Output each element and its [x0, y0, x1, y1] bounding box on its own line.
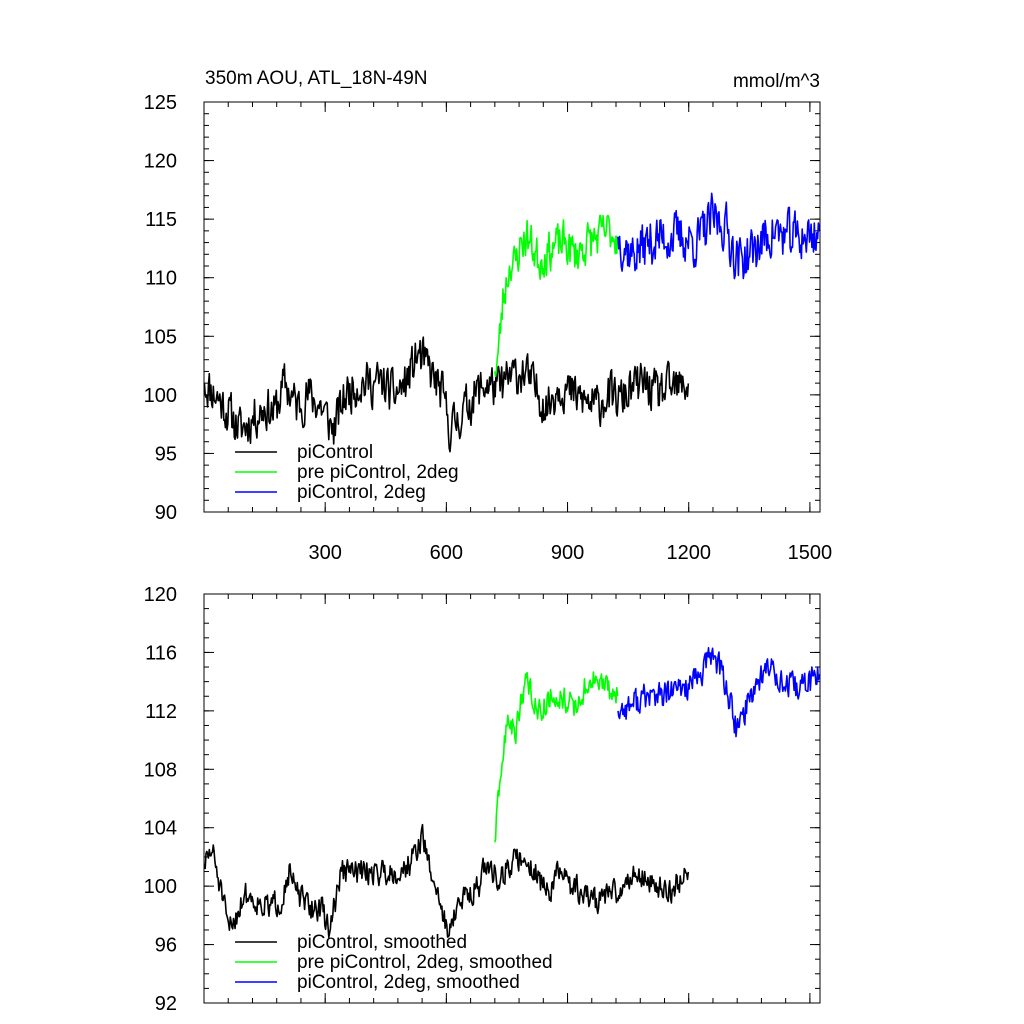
top-chart-y-tick-label: 125 [144, 92, 177, 114]
bottom-chart-y-tick-label: 120 [144, 584, 177, 606]
bottom-chart-y-tick-label: 112 [145, 701, 177, 723]
top-chart-x-tick-label: 300 [308, 542, 341, 564]
bottom-chart-series-line-picontrol-smoothed [204, 825, 688, 938]
top-chart-legend-label: piControl, 2deg [297, 482, 426, 503]
top-chart-panel: 350m AOU, ATL_18N-49N mmol/m^3 90 95 100 10… [144, 68, 833, 564]
bottom-chart-y-tick-label: 92 [155, 993, 177, 1015]
bottom-chart-y-tick-label: 108 [144, 759, 177, 781]
bottom-chart-y-tick-label: 96 [155, 935, 177, 957]
bottom-chart-ticks: 92 96 100 104 108 112 116 120 [144, 584, 820, 1015]
bottom-chart-y-tick-label: 104 [144, 818, 177, 840]
bottom-chart-panel: 92 96 100 104 108 112 116 120 piControl, smooth… [144, 584, 820, 1015]
top-chart-x-tick-label: 1200 [666, 542, 711, 564]
top-chart-y-tick-label: 90 [155, 502, 177, 524]
top-chart-y-tick-label: 120 [144, 151, 177, 173]
bottom-chart-series-line-pre-picontrol-2deg-smoothed [495, 672, 618, 842]
top-chart-ticks: 90 95 100 105 110 115 120 125 300 600 900 1200 1500 [144, 92, 833, 564]
figure: 350m AOU, ATL_18N-49N mmol/m^3 90 95 100 10… [0, 0, 1024, 1024]
top-chart-x-tick-label: 900 [551, 542, 584, 564]
top-chart-x-tick-label: 600 [430, 542, 463, 564]
top-chart-series-line-picontrol-2deg [618, 193, 820, 278]
bottom-chart-legend-label: pre piControl, 2deg, smoothed [297, 952, 553, 973]
top-chart-series [204, 193, 820, 451]
bottom-chart-y-tick-label: 100 [144, 876, 177, 898]
top-chart-legend-label: pre piControl, 2deg [297, 462, 459, 483]
bottom-chart-legend-label: piControl, smoothed [297, 932, 467, 953]
top-chart-title: 350m AOU, ATL_18N-49N [205, 68, 427, 89]
bottom-chart-series-line-picontrol-2deg-smoothed [618, 648, 820, 737]
top-chart-y-tick-label: 115 [145, 209, 177, 231]
bottom-chart-legend-label: piControl, 2deg, smoothed [297, 972, 520, 993]
top-chart-y-tick-label: 110 [145, 268, 177, 290]
top-chart-y-tick-label: 100 [144, 385, 177, 407]
top-chart-series-line-pre-picontrol-2deg [495, 216, 618, 377]
bottom-chart-series [204, 648, 820, 938]
top-chart-y-tick-label: 105 [144, 326, 177, 348]
top-chart-y-tick-label: 95 [155, 443, 177, 465]
bottom-chart-y-tick-label: 116 [145, 642, 177, 664]
top-chart-legend-label: piControl [297, 442, 373, 463]
top-chart-units: mmol/m^3 [733, 71, 820, 92]
top-chart-series-line-picontrol [204, 337, 688, 452]
top-chart-x-tick-label: 1500 [788, 542, 833, 564]
